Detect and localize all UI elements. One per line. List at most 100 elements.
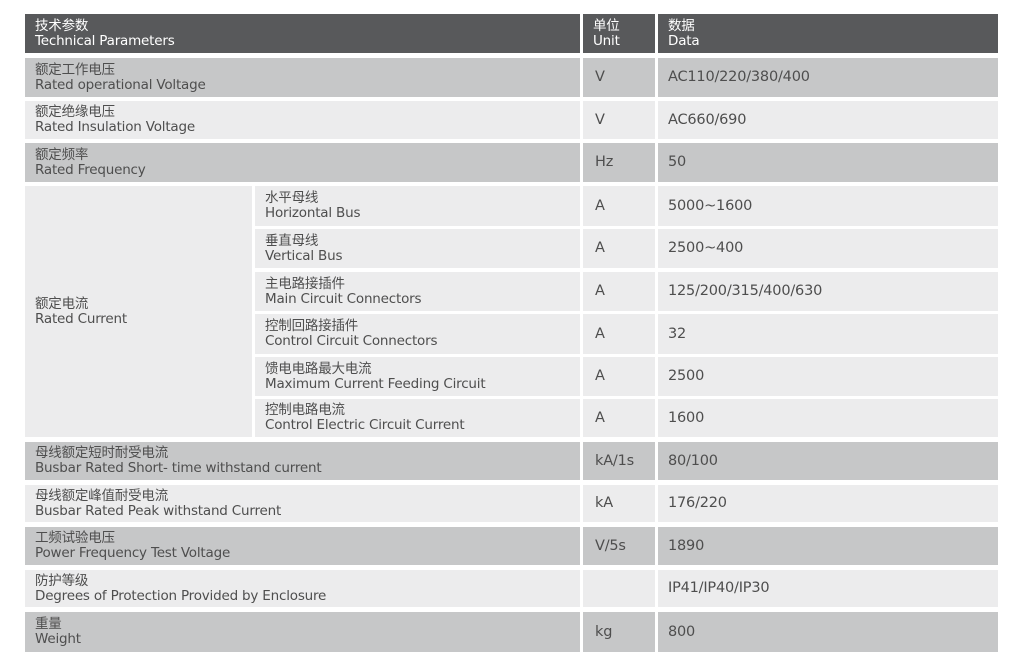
unit-cell: V/5s: [583, 527, 655, 565]
unit-value: kA: [595, 495, 613, 511]
parameter-name-cn: 母线额定短时耐受电流: [35, 445, 168, 461]
parameter-name-en: Rated Insulation Voltage: [35, 119, 195, 135]
header-data: 数据 Data: [658, 14, 998, 53]
unit-value: V: [595, 111, 605, 128]
sub-parameter-name: 垂直母线 Vertical Bus: [255, 229, 580, 268]
parameter-name: 额定绝缘电压 Rated Insulation Voltage: [25, 101, 580, 139]
unit-cell: A: [583, 229, 655, 268]
parameter-name-cn: 额定频率: [35, 146, 89, 163]
sub-parameter-cn: 主电路接插件: [265, 275, 345, 292]
unit-cell: A: [583, 272, 655, 311]
unit-value: A: [595, 240, 605, 256]
data-cell: 125/200/315/400/630: [658, 272, 998, 311]
parameter-name: 防护等级 Degrees of Protection Provided by En…: [25, 570, 580, 607]
data-value: 1600: [668, 409, 705, 426]
unit-value: A: [595, 197, 605, 214]
unit-value: A: [595, 409, 605, 426]
unit-cell: V: [583, 58, 655, 97]
parameter-name-en: Power Frequency Test Voltage: [35, 545, 231, 561]
data-cell: 1600: [658, 399, 998, 437]
data-cell: AC660/690: [658, 101, 998, 139]
unit-cell: kA/1s: [583, 442, 655, 480]
sub-parameter-name: 控制电路电流 Control Electric Circuit Current: [255, 399, 580, 437]
sub-parameter-cn: 垂直母线: [265, 232, 319, 249]
parameter-name-cn: 工频试验电压: [35, 530, 115, 546]
sub-parameter-en: Main Circuit Connectors: [265, 290, 422, 307]
sub-parameter-name: 主电路接插件 Main Circuit Connectors: [255, 272, 580, 311]
unit-value: A: [595, 368, 605, 384]
unit-value: A: [595, 283, 605, 299]
data-cell: 80/100: [658, 442, 998, 480]
header-unit: 单位 Unit: [583, 14, 655, 53]
sub-parameter-en: Vertical Bus: [265, 247, 343, 264]
parameter-name: 母线额定短时耐受电流 Busbar Rated Short- time withs…: [25, 442, 580, 480]
unit-cell: A: [583, 314, 655, 354]
parameter-name-cn: 防护等级: [35, 572, 89, 589]
header-parameter-cn: 技术参数: [35, 17, 89, 34]
header-unit-en: Unit: [593, 32, 620, 49]
sub-parameter-name: 馈电电路最大电流 Maximum Current Feeding Circuit: [255, 357, 580, 396]
parameter-name-en: Rated Frequency: [35, 161, 146, 178]
sub-parameter-name: 控制回路接插件 Control Circuit Connectors: [255, 314, 580, 354]
parameter-name-cn: 重量: [35, 616, 62, 632]
data-cell: IP41/IP40/IP30: [658, 570, 998, 607]
sub-parameter-name: 水平母线 Horizontal Bus: [255, 186, 580, 226]
header-parameter: 技术参数 Technical Parameters: [25, 14, 580, 53]
parameter-name: 重量 Weight: [25, 612, 580, 652]
data-value: 176/220: [668, 495, 727, 511]
unit-cell: kg: [583, 612, 655, 652]
header-unit-cn: 单位: [593, 17, 620, 34]
parameter-name: 额定频率 Rated Frequency: [25, 143, 580, 182]
unit-cell: A: [583, 399, 655, 437]
unit-value: Hz: [595, 154, 614, 170]
unit-value: kA/1s: [595, 452, 634, 469]
rated-current-label: 额定电流 Rated Current: [25, 186, 252, 437]
sub-parameter-cn: 控制电路电流: [265, 402, 345, 418]
parameter-name: 母线额定峰值耐受电流 Busbar Rated Peak withstand Cu…: [25, 485, 580, 522]
parameter-name-en: Rated operational Voltage: [35, 76, 206, 93]
parameter-name-cn: 母线额定峰值耐受电流: [35, 487, 168, 504]
sub-parameter-en: Maximum Current Feeding Circuit: [265, 375, 486, 392]
unit-cell: V: [583, 101, 655, 139]
data-cell: 800: [658, 612, 998, 652]
sub-parameter-cn: 水平母线: [265, 190, 319, 206]
data-value: 1890: [668, 537, 705, 554]
data-value: 5000~1600: [668, 197, 753, 214]
data-value: 125/200/315/400/630: [668, 283, 823, 299]
parameter-name: 额定工作电压 Rated operational Voltage: [25, 58, 580, 97]
header-data-cn: 数据: [668, 17, 695, 34]
unit-cell: A: [583, 357, 655, 396]
parameter-name-en: Busbar Rated Peak withstand Current: [35, 502, 282, 519]
data-cell: 5000~1600: [658, 186, 998, 226]
parameter-name-cn: 额定工作电压: [35, 61, 115, 78]
sub-parameter-en: Control Circuit Connectors: [265, 333, 438, 349]
unit-cell: kA: [583, 485, 655, 522]
data-value: AC660/690: [668, 111, 747, 128]
unit-value: V: [595, 69, 605, 85]
unit-cell: A: [583, 186, 655, 226]
unit-cell: [583, 570, 655, 607]
unit-value: A: [595, 325, 605, 342]
parameter-name-cn: 额定绝缘电压: [35, 104, 115, 120]
parameter-name-en: Busbar Rated Short- time withstand curre…: [35, 460, 322, 476]
data-value: IP41/IP40/IP30: [668, 580, 770, 596]
data-value: 32: [668, 325, 687, 342]
rated-current-cn: 额定电流: [35, 295, 89, 312]
data-value: 80/100: [668, 452, 718, 469]
parameter-name: 工频试验电压 Power Frequency Test Voltage: [25, 527, 580, 565]
header-parameter-en: Technical Parameters: [35, 32, 175, 49]
data-cell: 2500~400: [658, 229, 998, 268]
unit-cell: Hz: [583, 143, 655, 182]
data-cell: 32: [658, 314, 998, 354]
unit-value: V/5s: [595, 537, 626, 554]
data-value: 2500~400: [668, 240, 744, 256]
data-cell: AC110/220/380/400: [658, 58, 998, 97]
sub-parameter-cn: 馈电电路最大电流: [265, 360, 372, 377]
sub-parameter-en: Control Electric Circuit Current: [265, 417, 465, 433]
header-data-en: Data: [668, 32, 700, 49]
data-value: 2500: [668, 368, 705, 384]
sub-parameter-en: Horizontal Bus: [265, 205, 361, 221]
data-value: AC110/220/380/400: [668, 69, 810, 85]
parameter-name-en: Weight: [35, 631, 81, 647]
rated-current-en: Rated Current: [35, 310, 127, 327]
